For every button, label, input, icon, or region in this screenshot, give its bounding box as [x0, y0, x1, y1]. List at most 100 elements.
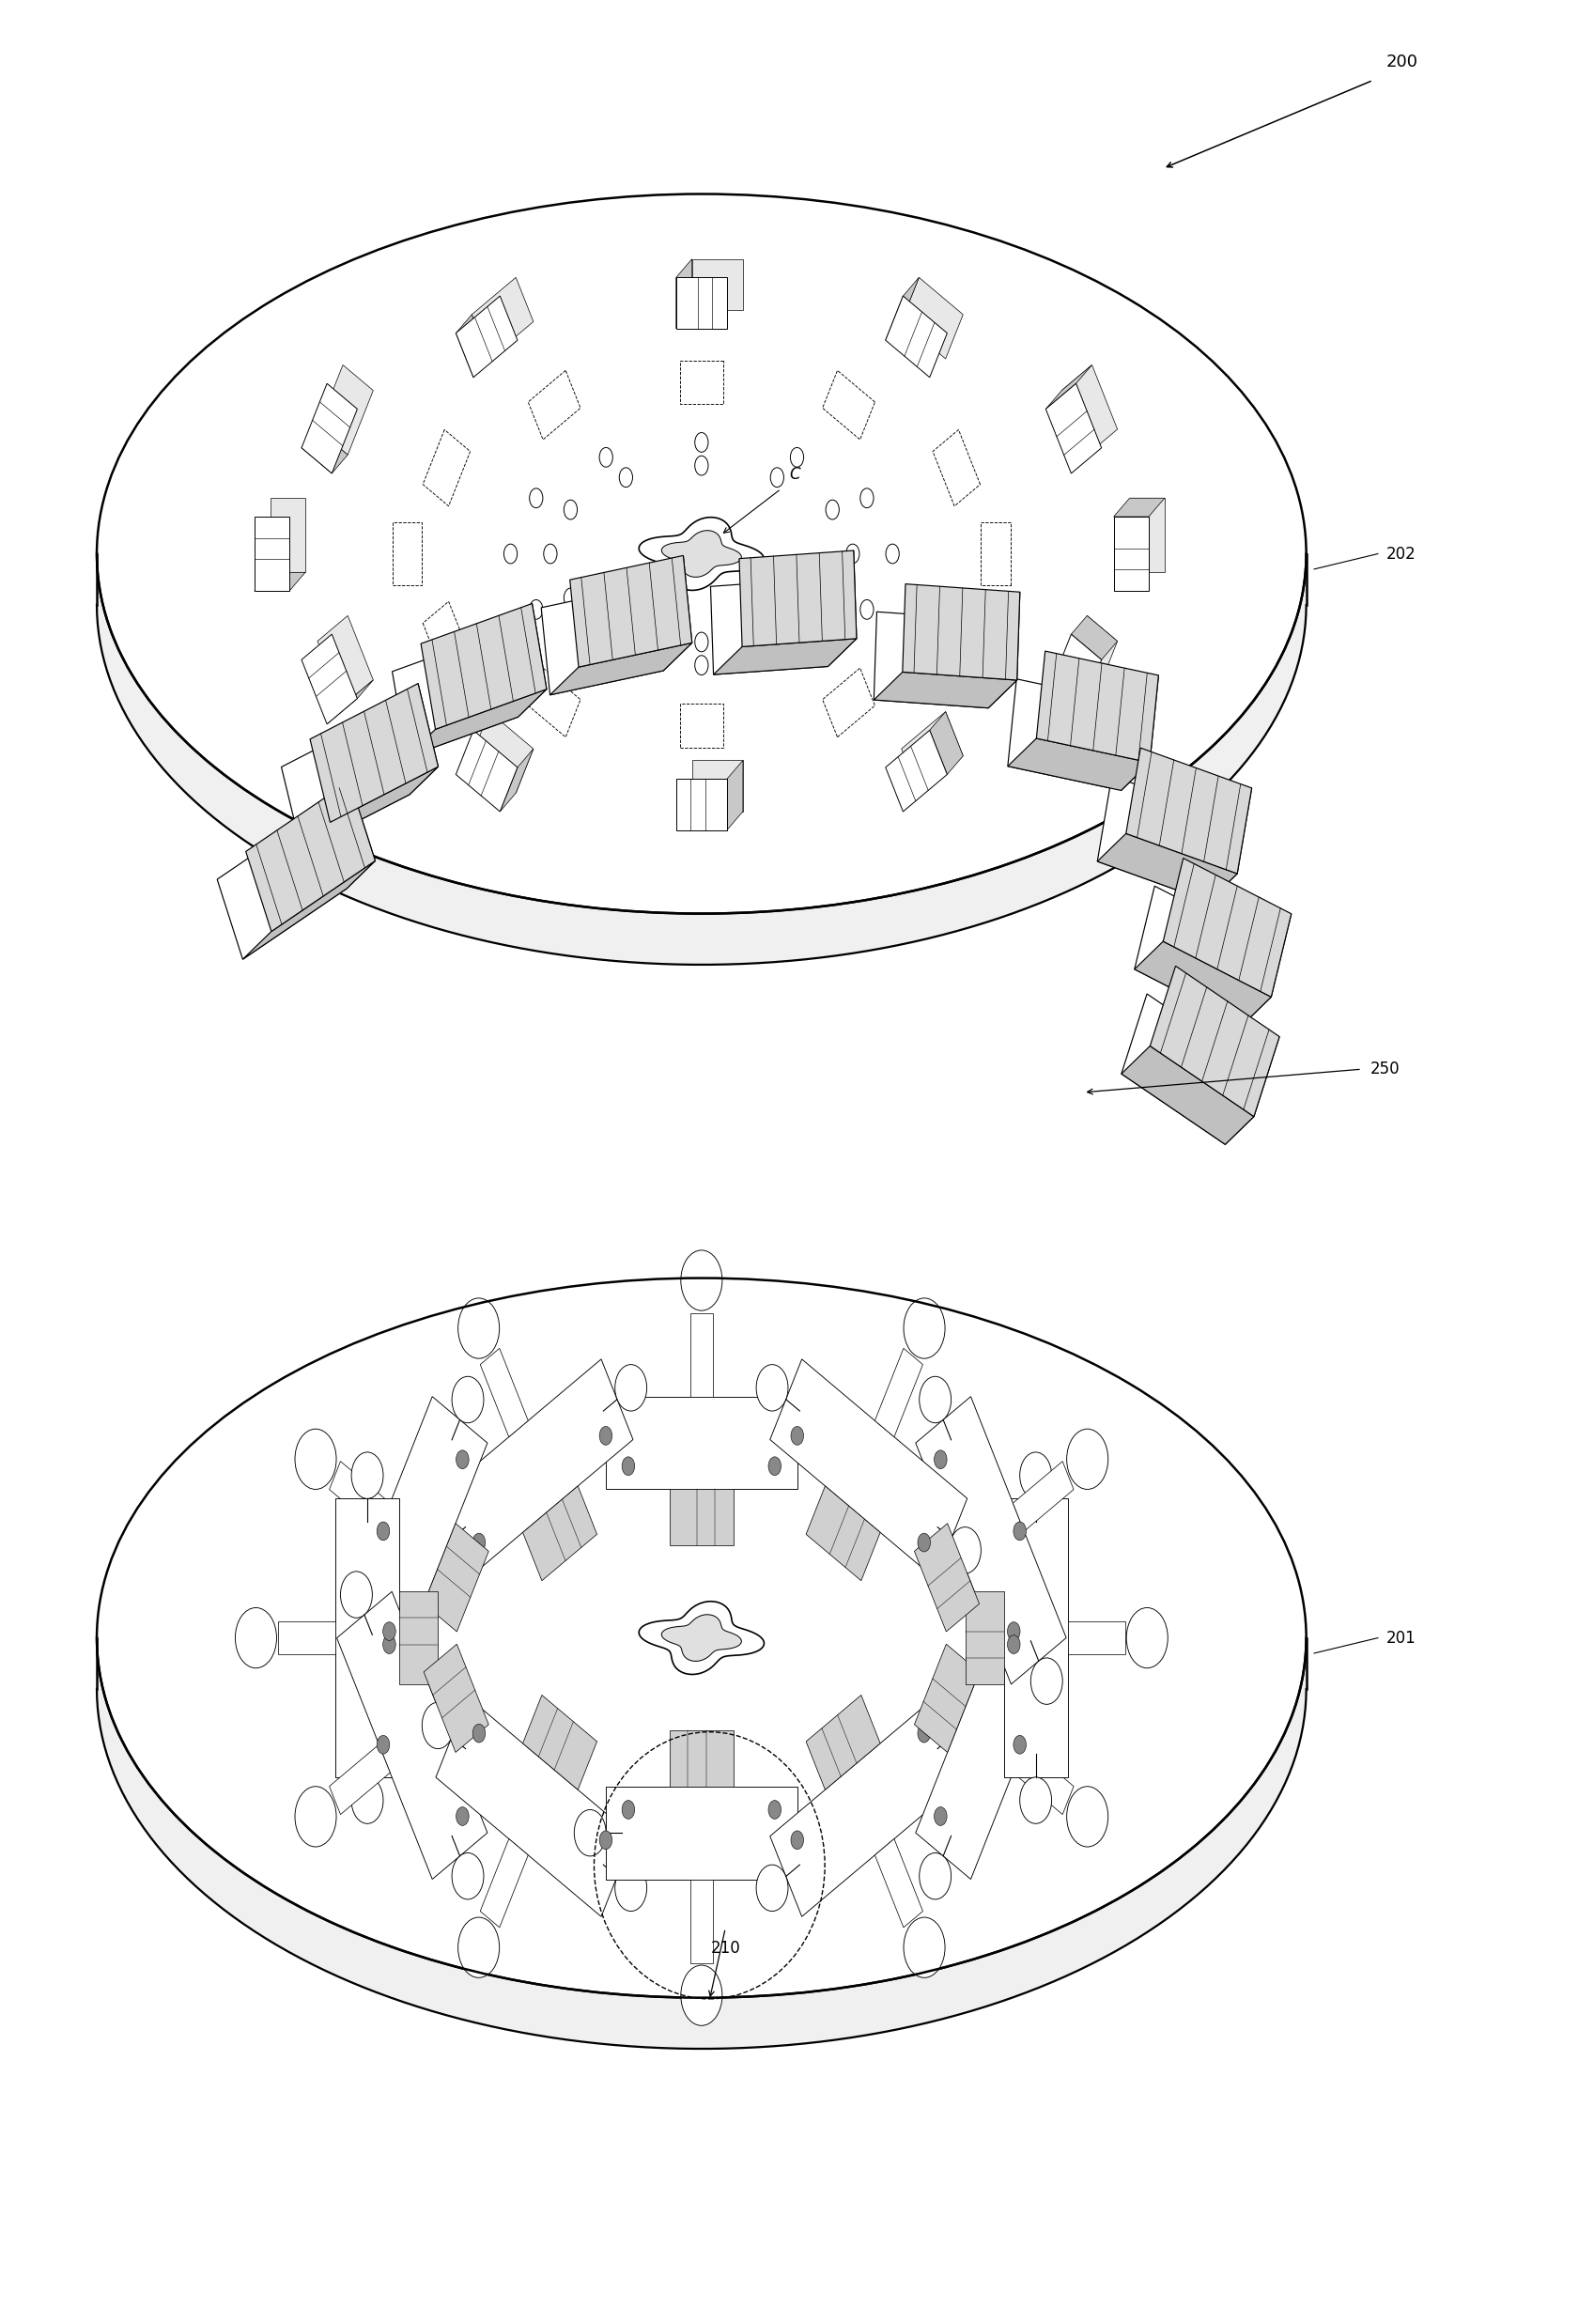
- Polygon shape: [1122, 995, 1251, 1143]
- Polygon shape: [309, 683, 438, 823]
- Polygon shape: [966, 1592, 1004, 1685]
- Circle shape: [770, 621, 784, 639]
- Circle shape: [472, 1724, 485, 1743]
- Circle shape: [791, 1831, 803, 1850]
- Circle shape: [564, 500, 577, 521]
- Circle shape: [376, 1522, 389, 1541]
- Circle shape: [622, 1457, 634, 1476]
- Polygon shape: [639, 1601, 764, 1673]
- Circle shape: [1066, 1787, 1108, 1848]
- Circle shape: [544, 544, 556, 562]
- Polygon shape: [523, 1694, 598, 1789]
- Polygon shape: [692, 760, 743, 811]
- Polygon shape: [902, 277, 963, 358]
- Circle shape: [861, 600, 874, 618]
- Circle shape: [376, 1736, 389, 1755]
- Circle shape: [456, 1450, 469, 1469]
- Polygon shape: [727, 760, 743, 830]
- Polygon shape: [282, 711, 410, 851]
- Polygon shape: [1062, 365, 1117, 456]
- Polygon shape: [606, 1787, 797, 1880]
- Polygon shape: [1130, 497, 1165, 572]
- Circle shape: [451, 1376, 483, 1422]
- Circle shape: [472, 1534, 485, 1552]
- Polygon shape: [826, 551, 856, 667]
- Polygon shape: [1071, 616, 1117, 660]
- Polygon shape: [886, 295, 947, 376]
- Polygon shape: [676, 779, 727, 830]
- Polygon shape: [932, 602, 980, 679]
- Circle shape: [504, 544, 516, 562]
- Polygon shape: [669, 1490, 733, 1545]
- Polygon shape: [1004, 1499, 1068, 1778]
- Polygon shape: [1046, 383, 1101, 474]
- Polygon shape: [874, 611, 991, 709]
- Polygon shape: [662, 1615, 741, 1662]
- Circle shape: [920, 1376, 952, 1422]
- Polygon shape: [1149, 967, 1280, 1116]
- Polygon shape: [528, 370, 580, 439]
- Polygon shape: [255, 516, 290, 590]
- Text: 202: 202: [1385, 546, 1415, 562]
- Text: 250: 250: [1369, 1060, 1400, 1078]
- Circle shape: [770, 467, 784, 488]
- Polygon shape: [823, 370, 875, 439]
- Circle shape: [599, 1427, 612, 1446]
- Circle shape: [295, 1429, 336, 1490]
- Polygon shape: [1122, 1046, 1254, 1143]
- Circle shape: [615, 1864, 647, 1910]
- Circle shape: [681, 1966, 722, 2027]
- Polygon shape: [327, 681, 373, 725]
- Polygon shape: [915, 1525, 979, 1631]
- Circle shape: [695, 432, 708, 453]
- Circle shape: [599, 641, 612, 660]
- Polygon shape: [690, 1880, 713, 1964]
- Polygon shape: [1121, 676, 1159, 790]
- Polygon shape: [523, 1485, 598, 1580]
- Circle shape: [934, 1808, 947, 1827]
- Circle shape: [918, 1534, 931, 1552]
- Polygon shape: [456, 295, 518, 376]
- Polygon shape: [392, 632, 518, 758]
- Circle shape: [564, 588, 577, 607]
- Polygon shape: [1097, 834, 1237, 902]
- Circle shape: [295, 1787, 336, 1848]
- Polygon shape: [770, 1697, 968, 1917]
- Circle shape: [695, 456, 708, 476]
- Polygon shape: [669, 1731, 733, 1787]
- Polygon shape: [480, 1348, 528, 1436]
- Polygon shape: [501, 748, 534, 811]
- Polygon shape: [1012, 1462, 1074, 1532]
- Polygon shape: [1114, 497, 1165, 516]
- Circle shape: [934, 1450, 947, 1469]
- Circle shape: [451, 1852, 483, 1899]
- Circle shape: [861, 488, 874, 509]
- Circle shape: [920, 1852, 952, 1899]
- Circle shape: [756, 1864, 787, 1910]
- Polygon shape: [389, 683, 438, 795]
- Polygon shape: [711, 579, 827, 674]
- Polygon shape: [301, 634, 357, 725]
- Circle shape: [1031, 1657, 1063, 1703]
- Circle shape: [918, 1724, 931, 1743]
- Polygon shape: [424, 1525, 489, 1631]
- Polygon shape: [639, 518, 764, 590]
- Circle shape: [1007, 1636, 1020, 1655]
- Circle shape: [1066, 1429, 1108, 1490]
- Polygon shape: [317, 365, 373, 456]
- Circle shape: [1127, 1608, 1168, 1669]
- Polygon shape: [301, 767, 438, 851]
- Text: 201: 201: [1385, 1629, 1415, 1645]
- Polygon shape: [1135, 941, 1270, 1025]
- Polygon shape: [988, 593, 1020, 709]
- Polygon shape: [1243, 913, 1291, 1025]
- Circle shape: [1014, 1522, 1027, 1541]
- Polygon shape: [1046, 634, 1101, 725]
- Polygon shape: [980, 523, 1011, 586]
- Polygon shape: [1046, 365, 1092, 409]
- Text: 210: 210: [711, 1941, 740, 1957]
- Polygon shape: [655, 555, 692, 672]
- Polygon shape: [571, 555, 692, 667]
- Circle shape: [1020, 1778, 1052, 1824]
- Polygon shape: [317, 616, 373, 706]
